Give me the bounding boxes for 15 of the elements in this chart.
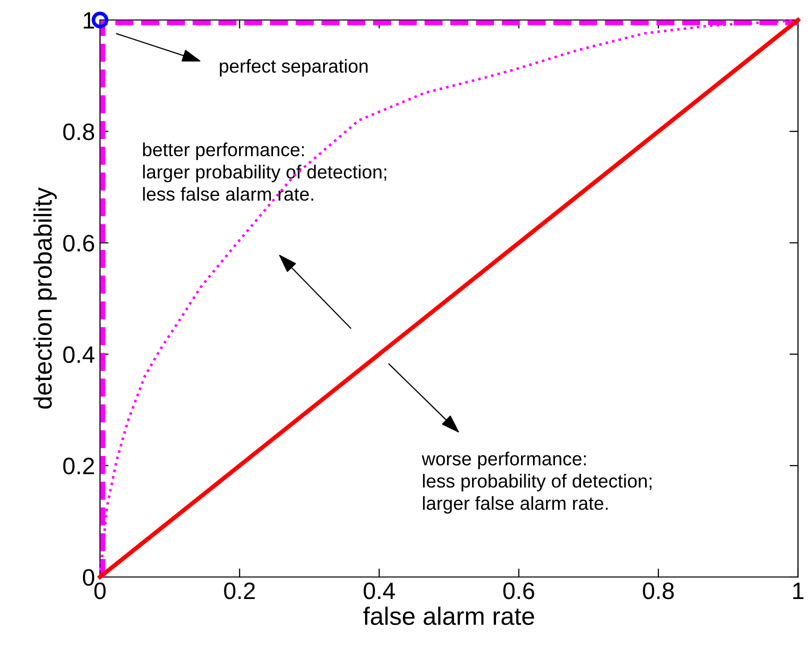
y-tick-label: 0.6 bbox=[63, 234, 94, 252]
x-tick-label: 0.2 bbox=[224, 582, 255, 600]
x-axis-title: false alarm rate bbox=[363, 606, 534, 626]
x-tick-label: 0 bbox=[94, 582, 106, 600]
y-tick-label: 0.4 bbox=[63, 346, 94, 363]
y-tick-label: 0.2 bbox=[63, 458, 94, 474]
y-axis-title: detection probability bbox=[33, 187, 57, 409]
y-tick-label: 0 bbox=[82, 569, 94, 586]
x-tick-label: 0.8 bbox=[642, 582, 674, 600]
x-tick-label: 1 bbox=[793, 582, 804, 599]
x-tick-label: 0.6 bbox=[503, 582, 534, 600]
annotation: worse performance: less probability of detection; larger false alarm rate. bbox=[422, 452, 652, 514]
x-tick-label: 0.4 bbox=[364, 582, 395, 600]
annotation: perfect separation bbox=[220, 58, 368, 76]
y-tick-label: 0.8 bbox=[63, 123, 94, 140]
